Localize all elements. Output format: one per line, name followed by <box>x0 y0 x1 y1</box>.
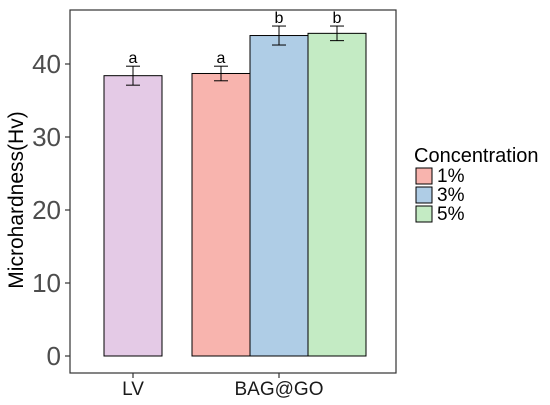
bar-baggo-1pct <box>191 72 251 357</box>
legend-swatch <box>415 205 433 223</box>
significance-label: a <box>217 50 226 67</box>
legend: Concentration 1%3%5% <box>414 145 539 225</box>
error-bar <box>126 65 140 86</box>
bar-baggo-3pct <box>249 35 309 357</box>
legend-label: 5% <box>437 204 465 225</box>
y-tick-label: 10 <box>32 268 61 298</box>
legend-label: 3% <box>437 185 465 206</box>
legend-swatch <box>415 167 433 185</box>
y-tick-label: 0 <box>47 341 61 371</box>
axis-layer: 0 10 20 30 40 LV BAG@GO <box>32 49 323 400</box>
legend-label: 1% <box>437 166 465 187</box>
significance-label: b <box>275 10 284 27</box>
y-tick-label: 40 <box>32 49 61 79</box>
legend-swatch <box>415 186 433 204</box>
y-tick-label: 20 <box>32 195 61 225</box>
bar-baggo-5pct <box>307 32 367 357</box>
y-tick-label: 30 <box>32 122 61 152</box>
legend-title: Concentration <box>414 145 539 167</box>
plot-panel <box>69 9 397 374</box>
error-bar <box>330 25 344 42</box>
error-bar <box>272 25 286 46</box>
bars-layer: a a b b <box>103 10 367 357</box>
x-tick-label: LV <box>122 379 144 400</box>
error-bar <box>214 65 228 82</box>
significance-label: b <box>333 10 342 27</box>
x-tick-label: BAG@GO <box>235 379 324 400</box>
significance-label: a <box>129 50 138 67</box>
bar-lv-base <box>103 75 163 357</box>
y-axis-label: Microhardness(Hv) <box>5 111 28 288</box>
